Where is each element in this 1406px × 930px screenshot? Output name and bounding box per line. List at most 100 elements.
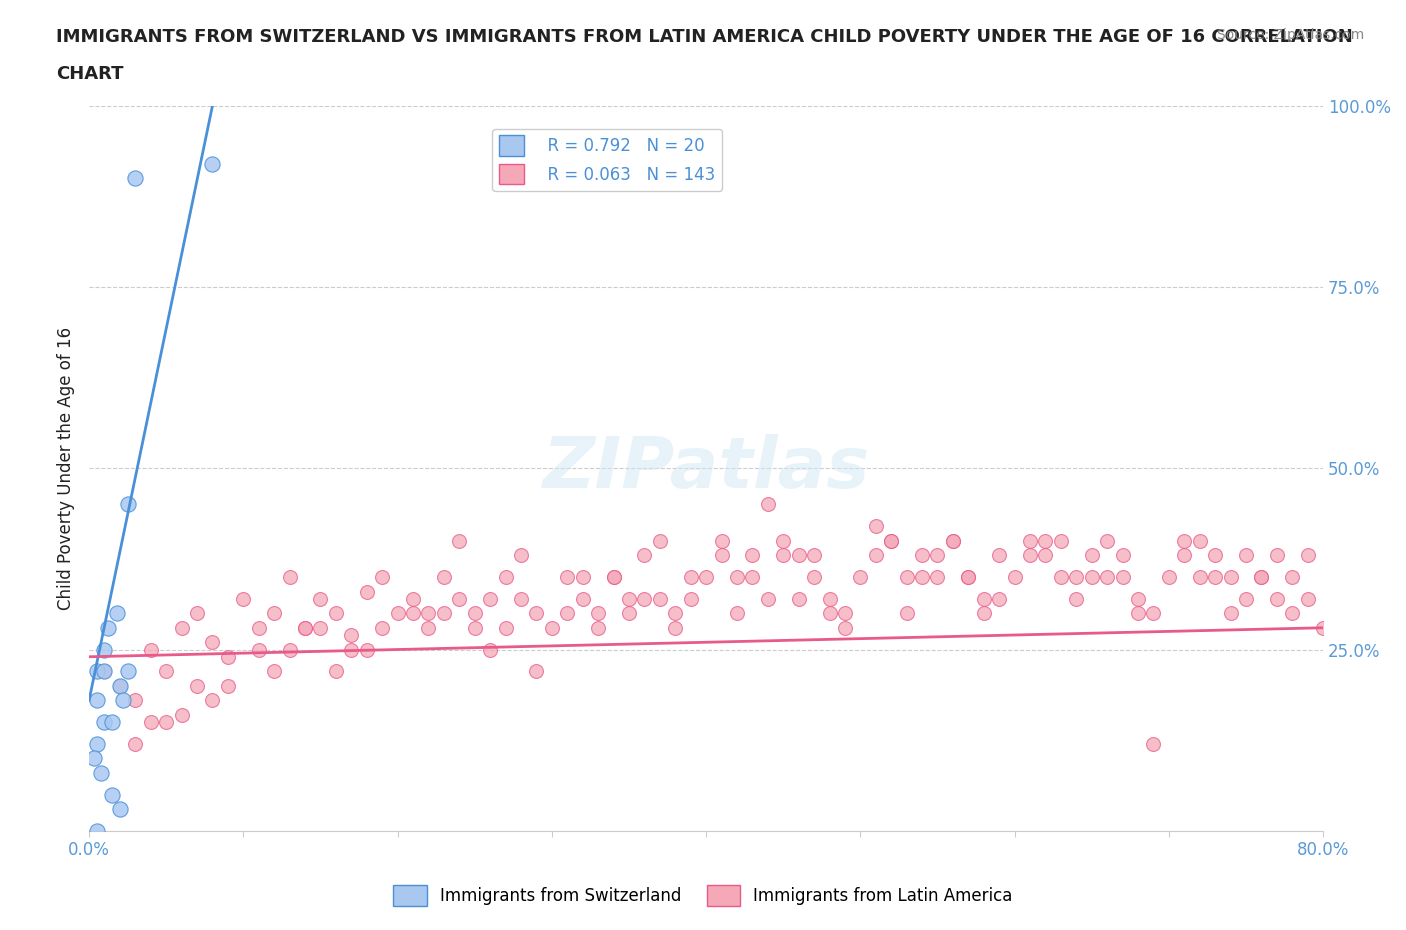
- Point: [111, 693, 134, 708]
- Point: [479, 591, 502, 606]
- Point: [1126, 591, 1149, 606]
- Point: [865, 519, 887, 534]
- Point: [93, 714, 115, 729]
- Point: [772, 533, 794, 548]
- Point: [710, 548, 733, 563]
- Point: [86, 737, 108, 751]
- Point: [540, 620, 562, 635]
- Point: [1204, 548, 1226, 563]
- Point: [101, 714, 124, 729]
- Point: [664, 605, 686, 620]
- Point: [86, 664, 108, 679]
- Point: [155, 664, 177, 679]
- Point: [834, 605, 856, 620]
- Point: [495, 569, 517, 584]
- Point: [710, 533, 733, 548]
- Point: [371, 620, 394, 635]
- Point: [526, 605, 548, 620]
- Point: [1234, 591, 1257, 606]
- Text: IMMIGRANTS FROM SWITZERLAND VS IMMIGRANTS FROM LATIN AMERICA CHILD POVERTY UNDER: IMMIGRANTS FROM SWITZERLAND VS IMMIGRANT…: [56, 28, 1353, 46]
- Text: Source: ZipAtlas.com: Source: ZipAtlas.com: [1216, 28, 1364, 42]
- Point: [664, 620, 686, 635]
- Y-axis label: Child Poverty Under the Age of 16: Child Poverty Under the Age of 16: [58, 326, 75, 610]
- Point: [387, 605, 409, 620]
- Point: [124, 737, 146, 751]
- Point: [170, 620, 193, 635]
- Point: [1265, 548, 1288, 563]
- Point: [97, 620, 120, 635]
- Point: [247, 620, 270, 635]
- Point: [139, 642, 162, 657]
- Point: [1080, 548, 1102, 563]
- Point: [510, 591, 533, 606]
- Point: [617, 591, 640, 606]
- Point: [1219, 605, 1241, 620]
- Point: [1157, 569, 1180, 584]
- Point: [586, 605, 609, 620]
- Point: [942, 533, 965, 548]
- Point: [201, 693, 224, 708]
- Point: [93, 664, 115, 679]
- Point: [263, 664, 285, 679]
- Point: [1019, 533, 1042, 548]
- Point: [294, 620, 316, 635]
- Point: [1035, 548, 1057, 563]
- Point: [217, 678, 239, 693]
- Point: [464, 620, 486, 635]
- Point: [117, 497, 139, 512]
- Point: [741, 548, 763, 563]
- Point: [309, 591, 332, 606]
- Point: [756, 497, 779, 512]
- Point: [957, 569, 980, 584]
- Point: [741, 569, 763, 584]
- Point: [896, 569, 918, 584]
- Point: [449, 591, 471, 606]
- Point: [340, 642, 363, 657]
- Point: [1188, 533, 1211, 548]
- Point: [217, 649, 239, 664]
- Point: [93, 642, 115, 657]
- Point: [1265, 591, 1288, 606]
- Point: [927, 548, 949, 563]
- Text: ZIPatlas: ZIPatlas: [543, 433, 870, 503]
- Point: [433, 569, 456, 584]
- Point: [526, 664, 548, 679]
- Point: [787, 548, 810, 563]
- Legend: Immigrants from Switzerland, Immigrants from Latin America: Immigrants from Switzerland, Immigrants …: [387, 879, 1019, 912]
- Point: [602, 569, 624, 584]
- Point: [1142, 605, 1164, 620]
- Point: [818, 605, 841, 620]
- Point: [571, 569, 593, 584]
- Point: [186, 605, 208, 620]
- Point: [201, 635, 224, 650]
- Point: [108, 802, 131, 817]
- Point: [896, 605, 918, 620]
- Point: [495, 620, 517, 635]
- Point: [232, 591, 254, 606]
- Point: [101, 787, 124, 802]
- Point: [263, 605, 285, 620]
- Point: [1281, 605, 1303, 620]
- Point: [942, 533, 965, 548]
- Point: [1050, 533, 1073, 548]
- Point: [695, 569, 717, 584]
- Point: [294, 620, 316, 635]
- Point: [356, 642, 378, 657]
- Point: [911, 569, 934, 584]
- Point: [1312, 620, 1334, 635]
- Point: [479, 642, 502, 657]
- Point: [880, 533, 903, 548]
- Point: [1219, 569, 1241, 584]
- Point: [1066, 591, 1088, 606]
- Point: [124, 171, 146, 186]
- Point: [1019, 548, 1042, 563]
- Point: [571, 591, 593, 606]
- Point: [911, 548, 934, 563]
- Point: [449, 533, 471, 548]
- Point: [602, 569, 624, 584]
- Point: [772, 548, 794, 563]
- Point: [1250, 569, 1272, 584]
- Point: [725, 569, 748, 584]
- Point: [927, 569, 949, 584]
- Point: [433, 605, 456, 620]
